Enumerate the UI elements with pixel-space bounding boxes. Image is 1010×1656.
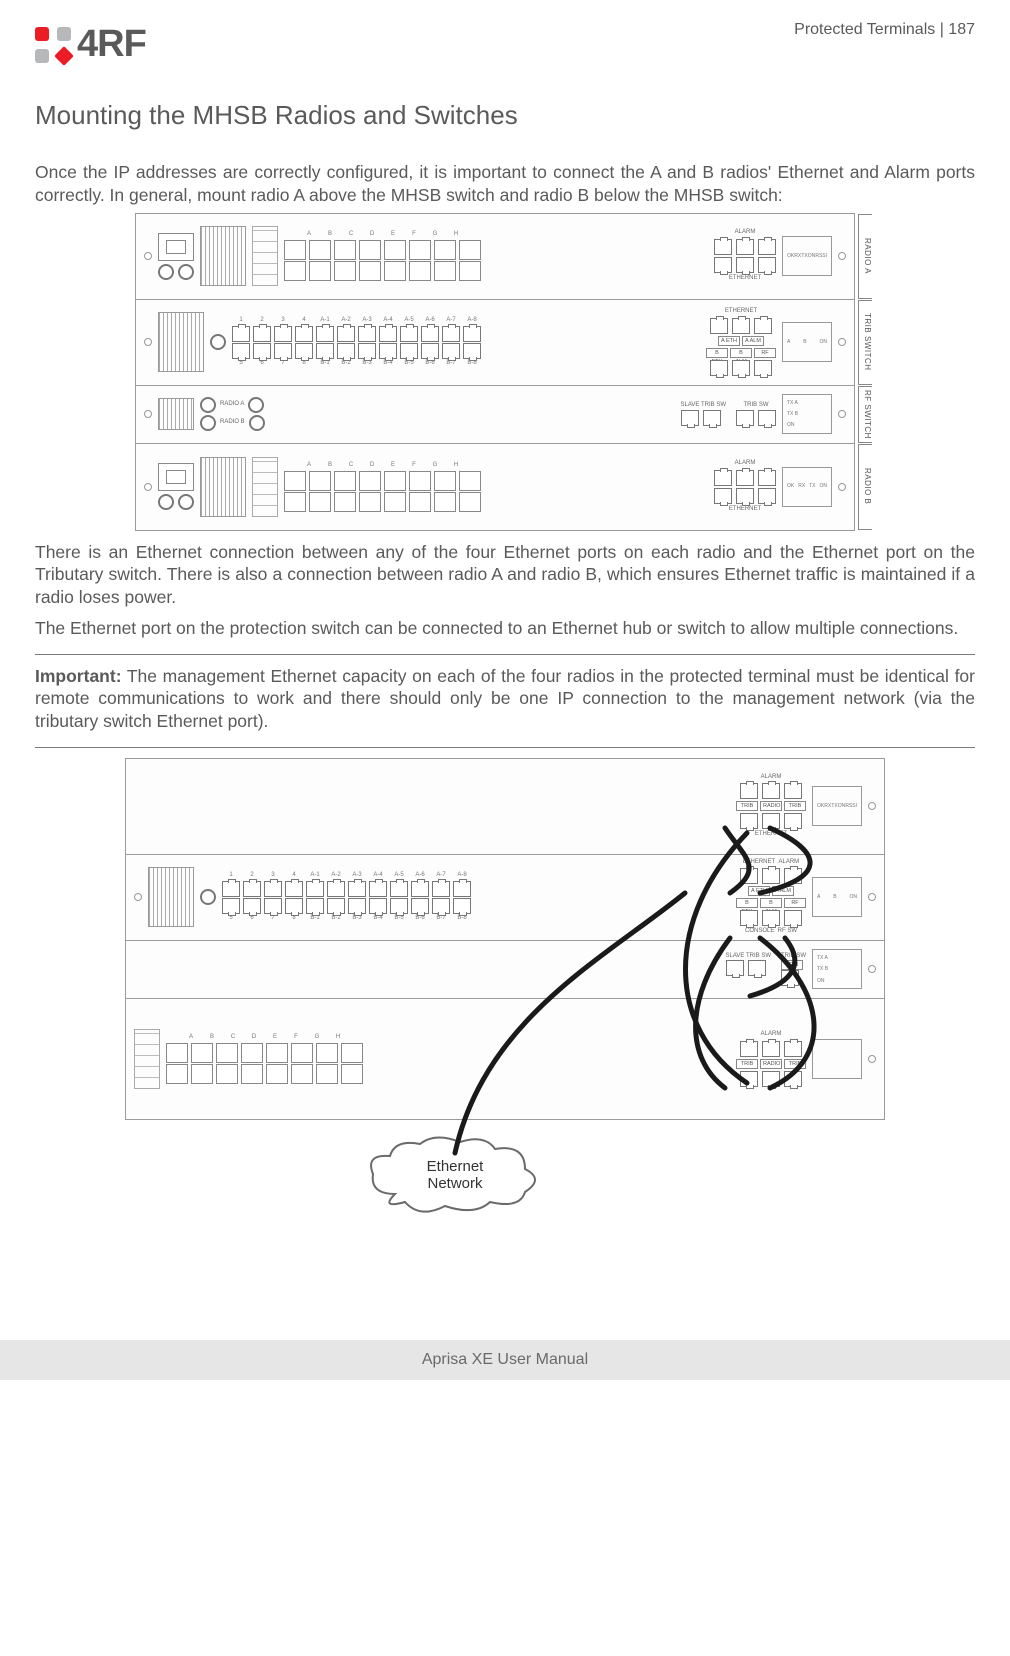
side-label-rf: RF SWITCH <box>858 386 872 443</box>
ground-icon <box>210 334 226 350</box>
quad-port-group: ABCDEFGH <box>284 231 481 281</box>
row-indicator-icon <box>252 457 278 517</box>
status-leds-icon: OKRXTXONRSSI <box>782 236 832 276</box>
side-label-radio-a: RADIO A <box>858 214 872 299</box>
cabling-diagram: ALARM TRIBRADIOTRIB ETHERNET OKRXTXONRSS… <box>125 758 885 1220</box>
important-label: Important: <box>35 666 122 686</box>
page-footer: Aprisa XE User Manual <box>0 1340 1010 1380</box>
side-label-radio-b: RADIO B <box>858 444 872 530</box>
status-leds-icon: OKRXTXON <box>782 467 832 507</box>
diagram-cabling: ALARM TRIBRADIOTRIB ETHERNET OKRXTXONRSS… <box>35 758 975 1220</box>
diagram-rack-mounting: RADIO A ABCDEFGH ALARM ETHERNET <box>35 213 975 531</box>
trib-right-ports: ETHERNET A ETHA ALM B ETHB ALMRF <box>706 308 776 376</box>
cloud-line2: Network <box>427 1175 482 1192</box>
cabling-radio-a: ALARM TRIBRADIOTRIB ETHERNET OKRXTXONRSS… <box>126 759 884 855</box>
divider <box>35 654 975 655</box>
cabling-trib-switch: 1234A-1A-2A-3A-4A-5A-6A-7A-8 5678B-1B-2B… <box>126 855 884 941</box>
divider <box>35 747 975 748</box>
paragraph-hub-switch: The Ethernet port on the protection swit… <box>35 617 975 640</box>
vent-icon <box>158 312 204 372</box>
rf-leds-icon: TX ATX BON <box>782 394 832 434</box>
ethernet-network-cloud-icon: EthernetNetwork <box>365 1134 545 1214</box>
unit-radio-b: RADIO B ABCDEFGH ALARM ETHERNET OKRXTXON <box>136 444 854 530</box>
cabling-radio-b: ABCDEFGH ALARM TRIBRADIOTRIB <box>126 999 884 1119</box>
unit-rf-switch: RF SWITCH RADIO A RADIO B SLAVE TRIB SW … <box>136 386 854 444</box>
vent-icon <box>200 226 246 286</box>
intro-paragraph: Once the IP addresses are correctly conf… <box>35 161 975 207</box>
paragraph-ethernet-connection: There is an Ethernet connection between … <box>35 541 975 609</box>
important-body: The management Ethernet capacity on each… <box>35 666 975 732</box>
quad-port-group-b: ABCDEFGH <box>284 462 481 512</box>
cloud-line1: Ethernet <box>427 1158 484 1175</box>
logo-mark-icon <box>35 27 71 63</box>
row-indicator-icon <box>252 226 278 286</box>
trib-port-group: 1234A-1A-2A-3A-4A-5A-6A-7A-8 5678B-1B-2B… <box>232 317 481 368</box>
unit-radio-a: RADIO A ABCDEFGH ALARM ETHERNET <box>136 214 854 300</box>
rx-connector-icon <box>158 264 174 280</box>
power-inlet-icon <box>158 463 194 491</box>
page-label: Protected Terminals | 187 <box>794 20 975 41</box>
power-inlet-icon <box>158 233 194 261</box>
logo: 4RF <box>35 20 146 69</box>
tx-connector-icon <box>178 264 194 280</box>
logo-text: 4RF <box>77 20 146 69</box>
radio-a-eth-alarm: ALARM ETHERNET <box>714 229 776 283</box>
rf-switch-trib-ports: SLAVE TRIB SW TRIB SW <box>681 402 776 426</box>
unit-trib-switch: TRIB SWITCH 1234A-1A-2A-3A-4A-5A-6A-7A-8… <box>136 300 854 386</box>
rack-diagram: RADIO A ABCDEFGH ALARM ETHERNET <box>135 213 855 531</box>
section-title: Mounting the MHSB Radios and Switches <box>35 99 975 133</box>
radio-b-eth-alarm: ALARM ETHERNET <box>714 460 776 514</box>
trib-leds-icon: ABON <box>782 322 832 362</box>
page-header: 4RF Protected Terminals | 187 <box>35 20 975 69</box>
vent-icon <box>158 398 194 430</box>
cabling-rf-switch: SLAVE TRIB SW TRIB SWTRIB TX ATX BON <box>126 941 884 999</box>
side-label-trib: TRIB SWITCH <box>858 300 872 385</box>
vent-icon <box>200 457 246 517</box>
important-note: Important: The management Ethernet capac… <box>35 665 975 733</box>
